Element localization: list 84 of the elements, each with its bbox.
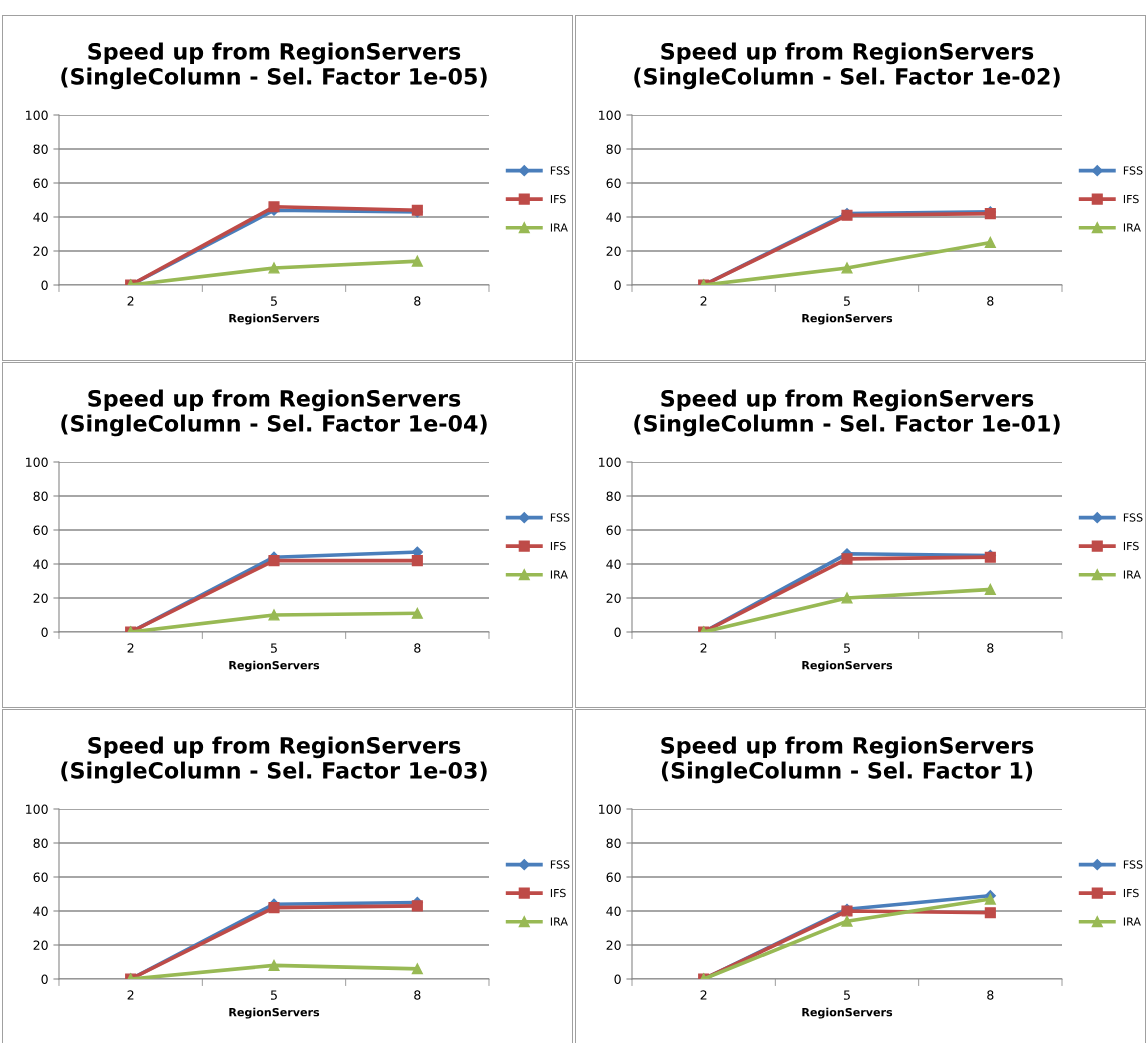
y-tick-label: 80 xyxy=(33,144,48,154)
legend-label: IFS xyxy=(1123,541,1139,551)
chart-title: Speed up from RegionServers (SingleColumn - Sel. Factor 1e-05) xyxy=(61,42,487,90)
legend-label: FSS xyxy=(1123,513,1143,522)
y-tick-label: 40 xyxy=(33,212,48,222)
x-tick-label: 8 xyxy=(414,296,421,306)
x-tick-label: 2 xyxy=(127,990,134,1000)
y-tick-label: 0 xyxy=(41,974,48,984)
chart-title: Speed up from RegionServers (SingleColumn - Sel. Factor 1) xyxy=(661,736,1034,784)
x-axis-title: RegionServers xyxy=(229,1007,320,1019)
y-tick-label: 100 xyxy=(26,804,48,814)
y-tick-label: 100 xyxy=(26,457,48,467)
legend-label: IRA xyxy=(1123,223,1141,232)
chart-title: Speed up from RegionServers (SingleColumn - Sel. Factor 1e-04) xyxy=(61,389,487,437)
y-tick-label: 60 xyxy=(33,178,48,188)
legend-label: IRA xyxy=(550,223,568,232)
y-tick-label: 60 xyxy=(33,872,48,882)
x-tick-label: 8 xyxy=(414,990,421,1000)
legend-label: IFS xyxy=(1123,194,1139,204)
x-tick-label: 5 xyxy=(270,990,277,1000)
y-tick-label: 80 xyxy=(33,491,48,501)
y-tick-label: 20 xyxy=(606,593,621,603)
y-tick-label: 60 xyxy=(606,872,621,882)
x-axis-title: RegionServers xyxy=(229,660,320,672)
y-tick-label: 80 xyxy=(606,491,621,501)
x-tick-label: 5 xyxy=(270,643,277,653)
y-tick-label: 40 xyxy=(33,559,48,569)
y-tick-label: 100 xyxy=(599,110,621,120)
x-tick-label: 8 xyxy=(987,296,994,306)
y-tick-label: 0 xyxy=(614,974,621,984)
x-tick-label: 8 xyxy=(987,643,994,653)
x-axis-title: RegionServers xyxy=(802,313,893,325)
y-tick-label: 80 xyxy=(606,144,621,154)
y-tick-label: 40 xyxy=(606,906,621,916)
y-tick-label: 0 xyxy=(614,627,621,637)
x-tick-label: 2 xyxy=(700,990,707,1000)
x-tick-label: 8 xyxy=(987,990,994,1000)
x-tick-label: 5 xyxy=(270,296,277,306)
legend-label: IRA xyxy=(1123,570,1141,579)
y-tick-label: 40 xyxy=(606,559,621,569)
y-tick-label: 40 xyxy=(606,212,621,222)
legend-label: FSS xyxy=(550,860,570,869)
x-axis-title: RegionServers xyxy=(229,313,320,325)
x-tick-label: 5 xyxy=(843,990,850,1000)
x-tick-label: 2 xyxy=(127,643,134,653)
y-tick-label: 20 xyxy=(33,940,48,950)
x-tick-label: 5 xyxy=(843,643,850,653)
chart-title: Speed up from RegionServers (SingleColumn - Sel. Factor 1e-03) xyxy=(61,736,487,784)
legend-label: FSS xyxy=(1123,860,1143,869)
y-tick-label: 20 xyxy=(606,940,621,950)
y-tick-label: 60 xyxy=(33,525,48,535)
legend-label: IFS xyxy=(550,194,566,204)
x-axis-title: RegionServers xyxy=(802,660,893,672)
x-tick-label: 2 xyxy=(127,296,134,306)
y-tick-label: 60 xyxy=(606,178,621,188)
y-tick-label: 100 xyxy=(26,110,48,120)
legend-label: FSS xyxy=(1123,166,1143,175)
legend-label: IFS xyxy=(550,888,566,898)
x-tick-label: 2 xyxy=(700,296,707,306)
y-tick-label: 20 xyxy=(33,593,48,603)
y-tick-label: 100 xyxy=(599,457,621,467)
legend-label: IRA xyxy=(550,570,568,579)
x-tick-label: 8 xyxy=(414,643,421,653)
legend-label: IRA xyxy=(550,917,568,926)
y-tick-label: 40 xyxy=(33,906,48,916)
x-tick-label: 2 xyxy=(700,643,707,653)
x-axis-title: RegionServers xyxy=(802,1007,893,1019)
y-tick-label: 0 xyxy=(41,280,48,290)
chart-title: Speed up from RegionServers (SingleColumn - Sel. Factor 1e-02) xyxy=(634,42,1060,90)
y-tick-label: 20 xyxy=(606,246,621,256)
y-tick-label: 60 xyxy=(606,525,621,535)
y-tick-label: 80 xyxy=(606,838,621,848)
legend-label: FSS xyxy=(550,513,570,522)
y-tick-label: 0 xyxy=(41,627,48,637)
legend-label: IFS xyxy=(550,541,566,551)
y-tick-label: 80 xyxy=(33,838,48,848)
y-tick-label: 0 xyxy=(614,280,621,290)
legend-label: IFS xyxy=(1123,888,1139,898)
x-tick-label: 5 xyxy=(843,296,850,306)
legend-label: IRA xyxy=(1123,917,1141,926)
y-tick-label: 100 xyxy=(599,804,621,814)
y-tick-label: 20 xyxy=(33,246,48,256)
chart-title: Speed up from RegionServers (SingleColumn - Sel. Factor 1e-01) xyxy=(634,389,1060,437)
legend-label: FSS xyxy=(550,166,570,175)
